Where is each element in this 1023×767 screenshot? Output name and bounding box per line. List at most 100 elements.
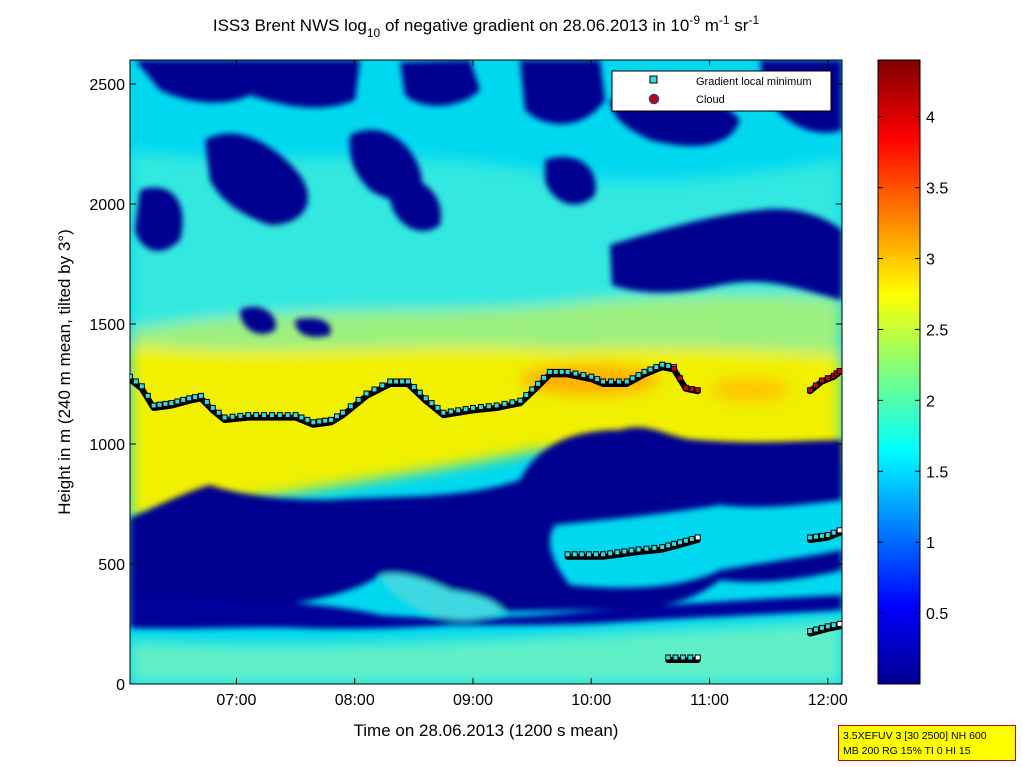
gradient-min-marker [333, 413, 340, 420]
gradient-min-marker [328, 416, 335, 423]
gradient-min-marker [501, 400, 508, 407]
y-tick-label: 500 [98, 557, 125, 574]
y-tick-label: 2000 [89, 197, 125, 214]
cloud-marker [688, 386, 695, 392]
gradient-min-marker [615, 378, 622, 385]
gradient-min-marker [614, 549, 621, 556]
gradient-min-marker [671, 540, 678, 547]
gradient-min-marker [197, 392, 204, 399]
y-tick-label: 2500 [89, 77, 125, 94]
gradient-min-marker [339, 409, 346, 416]
gradient-min-marker [535, 380, 542, 387]
gradient-min-marker [304, 416, 311, 423]
gradient-min-marker [558, 368, 565, 375]
gradient-min-marker [387, 378, 394, 385]
gradient-min-marker [529, 386, 536, 393]
colorbar-ticks: 0.5 1 1.5 2 2.5 3 3.5 4 [878, 110, 948, 623]
gradient-min-marker [807, 628, 814, 635]
gradient-min-marker [676, 539, 683, 546]
gradient-min-marker [580, 372, 587, 379]
gradient-min-marker [572, 370, 579, 377]
gradient-min-marker [180, 396, 187, 403]
gradient-min-marker [462, 406, 469, 413]
gradient-min-marker [292, 412, 299, 419]
gradient-min-marker [284, 412, 291, 419]
cloud-marker [824, 375, 831, 382]
gradient-min-marker [643, 545, 650, 552]
gradient-min-marker [215, 409, 222, 416]
series-layer [130, 361, 842, 663]
gradient-min-marker [818, 624, 825, 631]
gradient-min-marker [229, 413, 236, 420]
gradient-min-marker [807, 534, 814, 541]
gradient-min-marker [221, 414, 228, 421]
gradient-min-marker [347, 403, 354, 410]
y-axis: 0 500 1000 1500 2000 2500 [89, 77, 842, 694]
cloud-marker [812, 382, 819, 389]
legend-label-gradient-min: Gradient local minimum [696, 76, 812, 88]
y-axis-label: Height in m (240 m mean, tilted by 3°) [55, 229, 74, 515]
x-tick-label: 07:00 [216, 692, 256, 709]
gradient-min-marker [546, 368, 553, 375]
colorbar [877, 59, 921, 685]
x-axis: 07:00 08:00 09:00 10:00 11:00 12:00 [216, 60, 848, 709]
cloud-marker [694, 387, 701, 394]
gradient-min-marker [672, 654, 679, 661]
gradient-min-marker [393, 378, 400, 385]
y-tick-label: 1500 [89, 317, 125, 334]
gradient-min-marker [485, 403, 492, 410]
gradient-min-marker [276, 412, 283, 419]
gradient-min-marker [628, 547, 635, 554]
gradient-min-marker [132, 378, 139, 385]
gradient-min-marker [298, 414, 305, 421]
gradient-min-marker [647, 366, 654, 373]
gradient-min-marker [174, 398, 181, 405]
gradient-min-marker [694, 654, 701, 661]
legend-box [611, 70, 832, 112]
gradient-min-marker [665, 362, 672, 369]
gradient-min-marker [509, 399, 516, 406]
gradient-min-marker [156, 401, 163, 408]
x-tick-label: 12:00 [808, 692, 848, 709]
gradient-min-marker [517, 397, 524, 404]
cloud-marker [676, 375, 683, 382]
gradient-min-marker [268, 412, 275, 419]
legend-marker-gradient-min [649, 75, 658, 84]
colorbar-tick-label: 2 [926, 393, 935, 410]
gradient-min-marker [682, 537, 689, 544]
y-tick-label: 1000 [89, 437, 125, 454]
gradient-min-marker [585, 551, 592, 558]
gradient-min-marker [621, 548, 628, 555]
gradient-min-marker [836, 527, 842, 534]
gradient-min-marker [552, 368, 559, 375]
gradient-min-marker [434, 404, 441, 411]
heatmap-field [130, 60, 842, 684]
gradient-min-marker [659, 544, 666, 551]
gradient-min-marker [679, 654, 686, 661]
gradient-min-marker [694, 534, 701, 541]
settings-info-line-1: 3.5XEFUV 3 [30 2500] NH 600 [843, 730, 987, 742]
gradient-min-marker [363, 390, 370, 397]
gradient-min-marker [641, 368, 648, 375]
gradient-min-marker [186, 395, 193, 402]
gradient-min-marker [594, 376, 601, 383]
gradient-min-marker [168, 400, 175, 407]
gradient-min-marker [635, 372, 642, 379]
gradient-min-marker [818, 532, 825, 539]
colorbar-tick-label: 1.5 [926, 464, 948, 481]
gradient-min-marker [836, 620, 842, 627]
gradient-min-marker [237, 412, 244, 419]
gradient-min-marker [209, 404, 216, 411]
colorbar-tick-label: 1 [926, 535, 935, 552]
gradient-min-marker [607, 378, 614, 385]
gradient-min-marker [447, 408, 454, 415]
gradient-min-marker [824, 623, 831, 630]
x-tick-label: 08:00 [335, 692, 375, 709]
gradient-min-marker [659, 361, 666, 368]
gradient-min-marker [635, 546, 642, 553]
settings-info-line-2: MB 200 RG 15% TI 0 HI 15 [843, 745, 971, 757]
gradient-min-marker [523, 392, 530, 399]
x-tick-label: 09:00 [453, 692, 493, 709]
colorbar-tick-label: 3 [926, 252, 935, 269]
